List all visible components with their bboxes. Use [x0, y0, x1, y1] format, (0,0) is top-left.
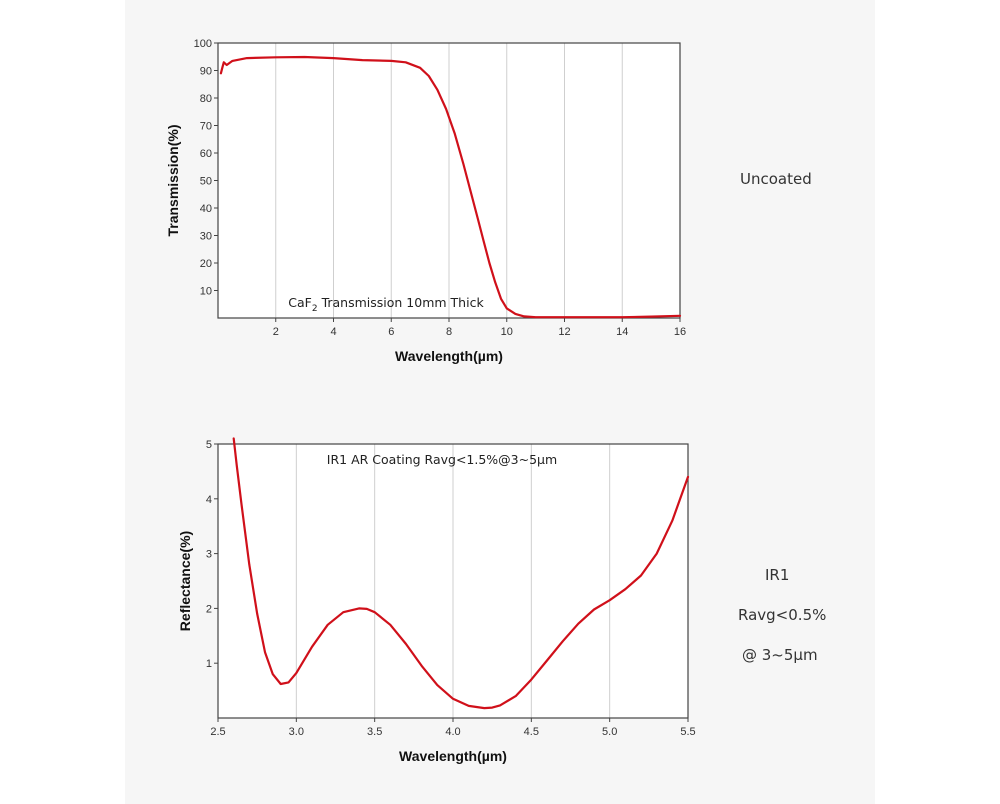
y-tick-label: 30	[200, 231, 212, 243]
x-tick-label: 12	[558, 326, 570, 338]
x-tick-label: 4.0	[445, 726, 460, 738]
series-line	[219, 55, 682, 319]
y-tick-label: 3	[206, 549, 212, 561]
y-tick-label: 90	[200, 66, 212, 78]
x-axis-title: Wavelength(µm)	[399, 748, 507, 764]
x-tick-label: 16	[674, 326, 686, 338]
y-tick-label: 80	[200, 93, 212, 105]
ir1-label: IR1	[765, 566, 790, 584]
y-tick-label: 2	[206, 603, 212, 615]
x-tick-label: 3.5	[367, 726, 382, 738]
y-axis-title: Reflectance(%)	[177, 531, 193, 631]
x-tick-label: 3.0	[289, 726, 304, 738]
y-tick-label: 5	[206, 439, 212, 451]
transmission-chart: 2 4 6 8 10 12 14 16 10 20 30 40 50 60 70 80 90 100 Wavelen…	[165, 38, 686, 364]
x-tick-label: 6	[388, 326, 394, 338]
y-tick-label: 50	[200, 176, 212, 188]
reflectance-chart: 2.5 3.0 3.5 4.0 4.5 5.0 5.5 1 2 3 4 5 Wavelength(µm)…	[177, 437, 696, 764]
y-tick-label: 70	[200, 121, 212, 133]
y-tick-label: 100	[194, 38, 212, 50]
y-axis-title: Transmission(%)	[165, 124, 181, 236]
x-tick-label: 2	[273, 326, 279, 338]
y-tick-label: 60	[200, 148, 212, 160]
x-tick-label: 5.5	[680, 726, 695, 738]
chart-annotation: IR1 AR Coating Ravg<1.5%@3~5µm	[327, 452, 557, 467]
y-tick-label: 10	[200, 286, 212, 298]
x-tick-label: 4	[330, 326, 336, 338]
uncoated-label: Uncoated	[740, 170, 812, 188]
x-tick-label: 2.5	[210, 726, 225, 738]
y-tick-label: 1	[206, 658, 212, 670]
x-tick-label: 10	[501, 326, 513, 338]
ir1-range-label: @ 3~5µm	[742, 646, 818, 664]
y-tick-label: 40	[200, 203, 212, 215]
x-tick-label: 4.5	[524, 726, 539, 738]
y-tick-label: 4	[206, 494, 212, 506]
ir1-ravg-label: Ravg<0.5%	[738, 606, 827, 624]
x-tick-label: 5.0	[602, 726, 617, 738]
x-axis-title: Wavelength(µm)	[395, 348, 503, 364]
y-tick-label: 20	[200, 258, 212, 270]
chart-annotation: CaF2 Transmission 10mm Thick	[288, 295, 484, 314]
x-tick-label: 8	[446, 326, 452, 338]
series-line	[232, 437, 690, 710]
x-tick-label: 14	[616, 326, 628, 338]
